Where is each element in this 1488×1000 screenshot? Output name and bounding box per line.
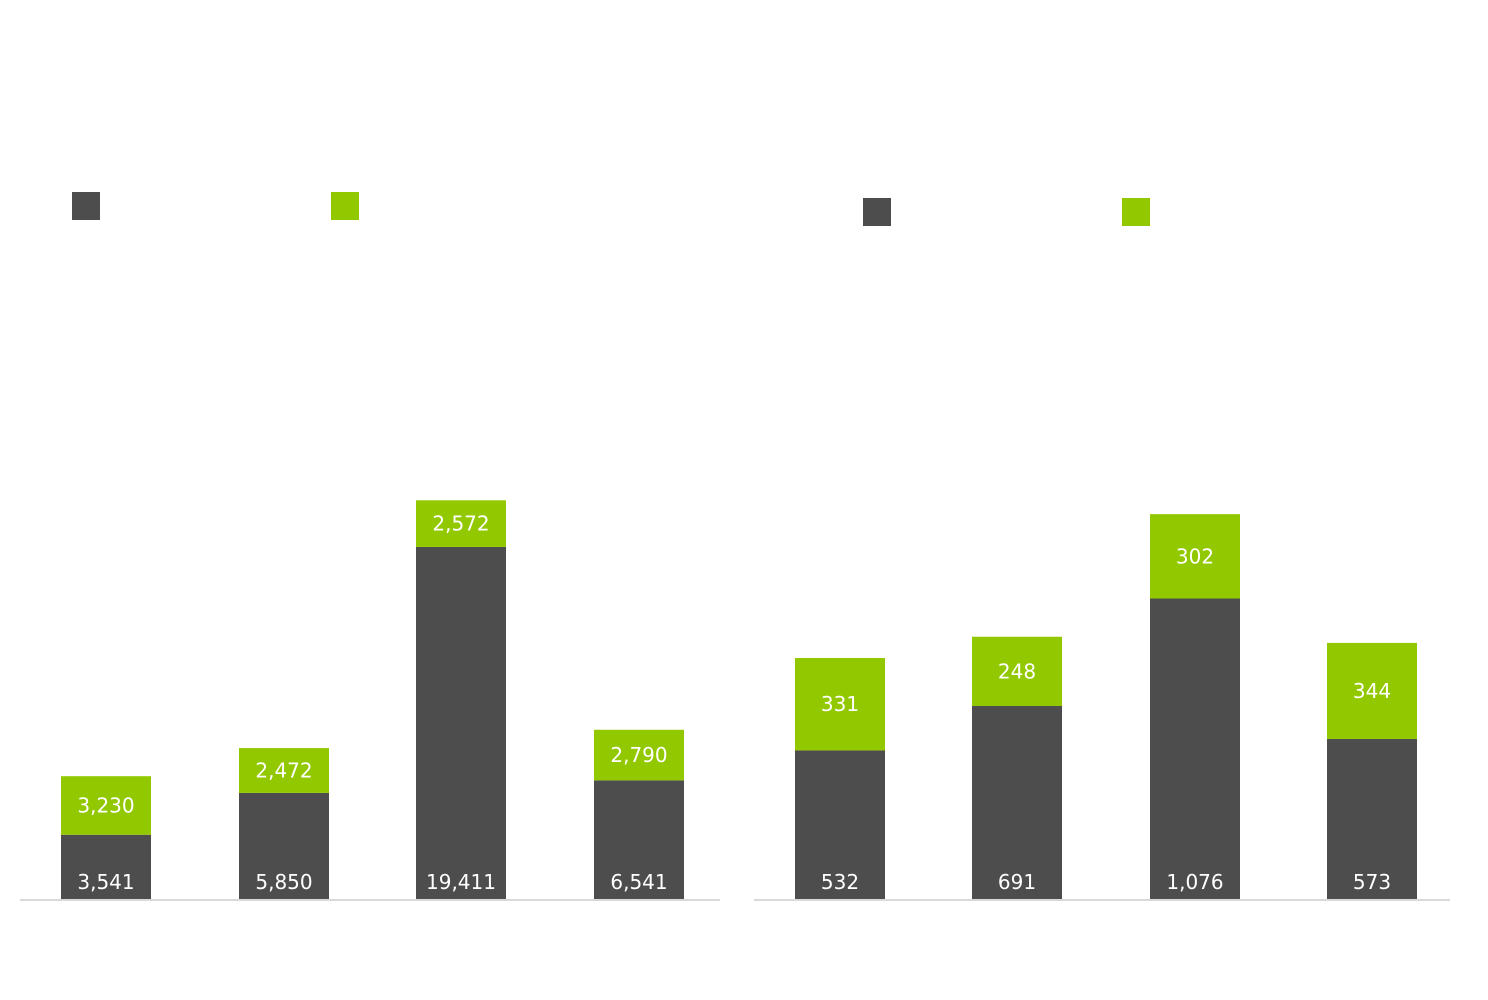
bar-2-series-2-cat-2 xyxy=(972,636,1062,707)
bar-1-series-1-cat-4 xyxy=(594,780,684,899)
data-label-2-series-1-cat-1: 532 xyxy=(821,870,859,894)
legend-swatch-series-1 xyxy=(863,198,891,226)
data-label-2-series-2-cat-2: 248 xyxy=(998,659,1036,683)
bar-1-series-1-cat-2 xyxy=(239,792,329,899)
bar-2-series-1-cat-2 xyxy=(972,706,1062,899)
data-label-2-series-2-cat-1: 331 xyxy=(821,692,859,716)
data-label-2-series-1-cat-3: 1,076 xyxy=(1166,870,1223,894)
data-label-1-series-1-cat-1: 3,541 xyxy=(77,870,134,894)
data-label-2-series-1-cat-2: 691 xyxy=(998,870,1036,894)
bar-2-series-1-cat-1 xyxy=(795,750,885,899)
chart-2: 532 331 691 248 1,076 302 573 344 xyxy=(754,198,1450,901)
bar-1-series-2-cat-4 xyxy=(594,729,684,781)
data-label-2-series-2-cat-3: 302 xyxy=(1176,544,1214,568)
bar-2-series-2-cat-1 xyxy=(795,657,885,751)
bar-2-series-2-cat-4 xyxy=(1327,642,1417,739)
bar-1-series-1-cat-1 xyxy=(61,834,151,899)
data-label-2-series-2-cat-4: 344 xyxy=(1353,679,1391,703)
legend-swatch-series-2 xyxy=(331,192,359,220)
data-label-1-series-2-cat-4: 2,790 xyxy=(610,743,667,767)
bar-1-series-2-cat-3 xyxy=(416,500,506,547)
data-label-1-series-2-cat-2: 2,472 xyxy=(255,758,312,782)
bar-1-series-2-cat-1 xyxy=(61,776,151,835)
legend-swatch-series-2 xyxy=(1122,198,1150,226)
chart-1: 3,541 3,230 5,850 2,472 19,411 2,572 6,541 2,79… xyxy=(20,192,720,901)
bar-2-series-1-cat-4 xyxy=(1327,738,1417,899)
legend-swatch-series-1 xyxy=(72,192,100,220)
bar-2-series-2-cat-3 xyxy=(1150,514,1240,599)
data-label-1-series-1-cat-4: 6,541 xyxy=(610,870,667,894)
bar-1-series-1-cat-3 xyxy=(416,546,506,899)
data-label-1-series-1-cat-2: 5,850 xyxy=(255,870,312,894)
bar-1-series-2-cat-2 xyxy=(239,748,329,793)
data-label-2-series-1-cat-4: 573 xyxy=(1353,870,1391,894)
data-label-1-series-2-cat-3: 2,572 xyxy=(432,512,489,536)
bar-2-series-1-cat-3 xyxy=(1150,598,1240,899)
data-label-1-series-1-cat-3: 19,411 xyxy=(426,870,496,894)
data-label-1-series-2-cat-1: 3,230 xyxy=(77,793,134,817)
